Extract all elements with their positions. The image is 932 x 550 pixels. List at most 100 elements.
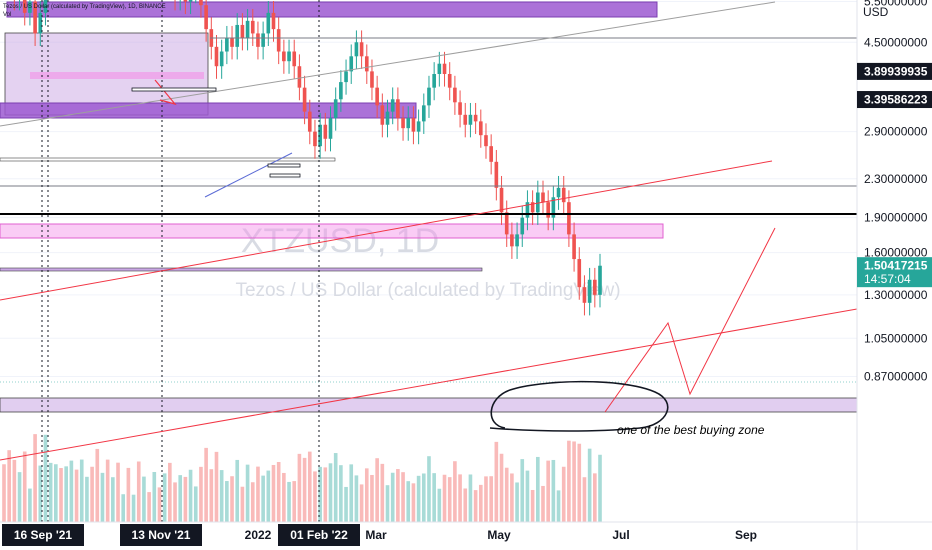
- candle[interactable]: [593, 267, 597, 308]
- candle[interactable]: [307, 99, 312, 145]
- drawn-zones[interactable]: [0, 1, 858, 413]
- candle[interactable]: [411, 106, 416, 145]
- zone-top-purple[interactable]: [6, 1, 658, 18]
- candle[interactable]: [530, 190, 535, 225]
- y-axis-price-labels[interactable]: 8.000000003.899399353.395862231.50417215…: [857, 0, 932, 288]
- candle[interactable]: [297, 54, 302, 101]
- candle[interactable]: [38, 1, 43, 47]
- price-label[interactable]: 3.89939935: [857, 62, 932, 80]
- candle[interactable]: [333, 87, 338, 131]
- y-axis-ticks[interactable]: 8.000000007.000000005.500000004.50000000…: [864, 0, 928, 384]
- zone-purple-mid[interactable]: [0, 102, 417, 119]
- candle[interactable]: [13, 0, 17, 11]
- candle[interactable]: [276, 17, 281, 65]
- candle[interactable]: [468, 102, 473, 138]
- candle[interactable]: [567, 190, 571, 247]
- x-tick-label[interactable]: 13 Nov '21: [120, 524, 202, 546]
- candle[interactable]: [556, 175, 561, 210]
- candle[interactable]: [219, 39, 224, 79]
- candle[interactable]: [235, 13, 240, 60]
- x-tick-label[interactable]: 01 Feb '22: [278, 524, 360, 546]
- x-tick-label[interactable]: 16 Sep '21: [2, 524, 84, 546]
- candle[interactable]: [473, 102, 478, 134]
- candle[interactable]: [401, 106, 405, 141]
- candle[interactable]: [199, 0, 203, 18]
- trendlines[interactable]: [0, 1, 858, 461]
- candle[interactable]: [598, 253, 602, 308]
- projection-path[interactable]: [604, 227, 776, 413]
- candle[interactable]: [427, 75, 431, 118]
- candle[interactable]: [458, 90, 462, 128]
- candle[interactable]: [520, 205, 525, 247]
- candle[interactable]: [442, 51, 447, 87]
- candle[interactable]: [225, 25, 229, 65]
- candle[interactable]: [302, 75, 307, 125]
- zone-buying-lavender[interactable]: [0, 397, 858, 413]
- candle[interactable]: [344, 59, 348, 95]
- buying-zone-ellipse[interactable]: [489, 380, 669, 432]
- candle[interactable]: [292, 39, 297, 79]
- candle[interactable]: [587, 267, 592, 316]
- candle[interactable]: [339, 70, 343, 112]
- candle[interactable]: [43, 0, 48, 26]
- candle[interactable]: [287, 39, 291, 74]
- candle[interactable]: [364, 44, 369, 84]
- candle[interactable]: [18, 0, 22, 11]
- zone-pink-small[interactable]: [30, 72, 204, 79]
- candle[interactable]: [582, 275, 587, 316]
- candle[interactable]: [328, 106, 333, 152]
- candle[interactable]: [504, 200, 509, 247]
- candle[interactable]: [484, 123, 488, 159]
- candle[interactable]: [256, 21, 260, 60]
- candle[interactable]: [354, 30, 359, 69]
- candle[interactable]: [250, 8, 255, 47]
- candle[interactable]: [375, 75, 379, 118]
- candle[interactable]: [432, 62, 436, 101]
- candle[interactable]: [515, 222, 519, 259]
- candle[interactable]: [28, 0, 32, 26]
- candle[interactable]: [261, 21, 265, 60]
- candle[interactable]: [183, 0, 188, 15]
- candle[interactable]: [173, 0, 177, 11]
- candle[interactable]: [323, 112, 328, 152]
- candle[interactable]: [266, 1, 271, 47]
- price-label[interactable]: 3.39586223: [857, 91, 932, 109]
- candle[interactable]: [33, 0, 37, 47]
- vertical-markers[interactable]: [41, 0, 320, 522]
- candle[interactable]: [396, 87, 400, 131]
- x-tick-label[interactable]: Jul: [612, 528, 629, 542]
- candle[interactable]: [489, 134, 493, 175]
- candle[interactable]: [318, 112, 322, 159]
- candle[interactable]: [416, 109, 421, 145]
- trendline-gray-upper[interactable]: [0, 1, 776, 127]
- candle[interactable]: [214, 34, 219, 79]
- candle[interactable]: [447, 62, 452, 101]
- zone-line-small[interactable]: [0, 157, 336, 162]
- trendline-red-lower[interactable]: [0, 308, 858, 461]
- candle[interactable]: [510, 222, 514, 259]
- candle[interactable]: [22, 0, 27, 26]
- candle[interactable]: [380, 93, 385, 138]
- small-box-3[interactable]: [269, 173, 301, 178]
- zone-pink-resistance[interactable]: [0, 223, 664, 239]
- x-tick-label[interactable]: May: [487, 528, 511, 542]
- candle[interactable]: [546, 190, 550, 231]
- candle[interactable]: [188, 0, 193, 15]
- candle[interactable]: [282, 39, 286, 74]
- candle[interactable]: [359, 30, 364, 69]
- small-box-1[interactable]: [131, 87, 217, 92]
- candle[interactable]: [463, 102, 468, 138]
- candle[interactable]: [561, 175, 566, 215]
- candle[interactable]: [406, 106, 411, 141]
- candle[interactable]: [349, 44, 354, 84]
- small-box-2[interactable]: [267, 163, 301, 168]
- trendline-red-upper[interactable]: [0, 160, 773, 301]
- candle[interactable]: [385, 99, 390, 138]
- candle[interactable]: [577, 247, 582, 300]
- candle[interactable]: [240, 13, 245, 51]
- candle[interactable]: [551, 185, 556, 231]
- candle[interactable]: [453, 75, 457, 115]
- x-tick-label[interactable]: Mar: [365, 528, 387, 542]
